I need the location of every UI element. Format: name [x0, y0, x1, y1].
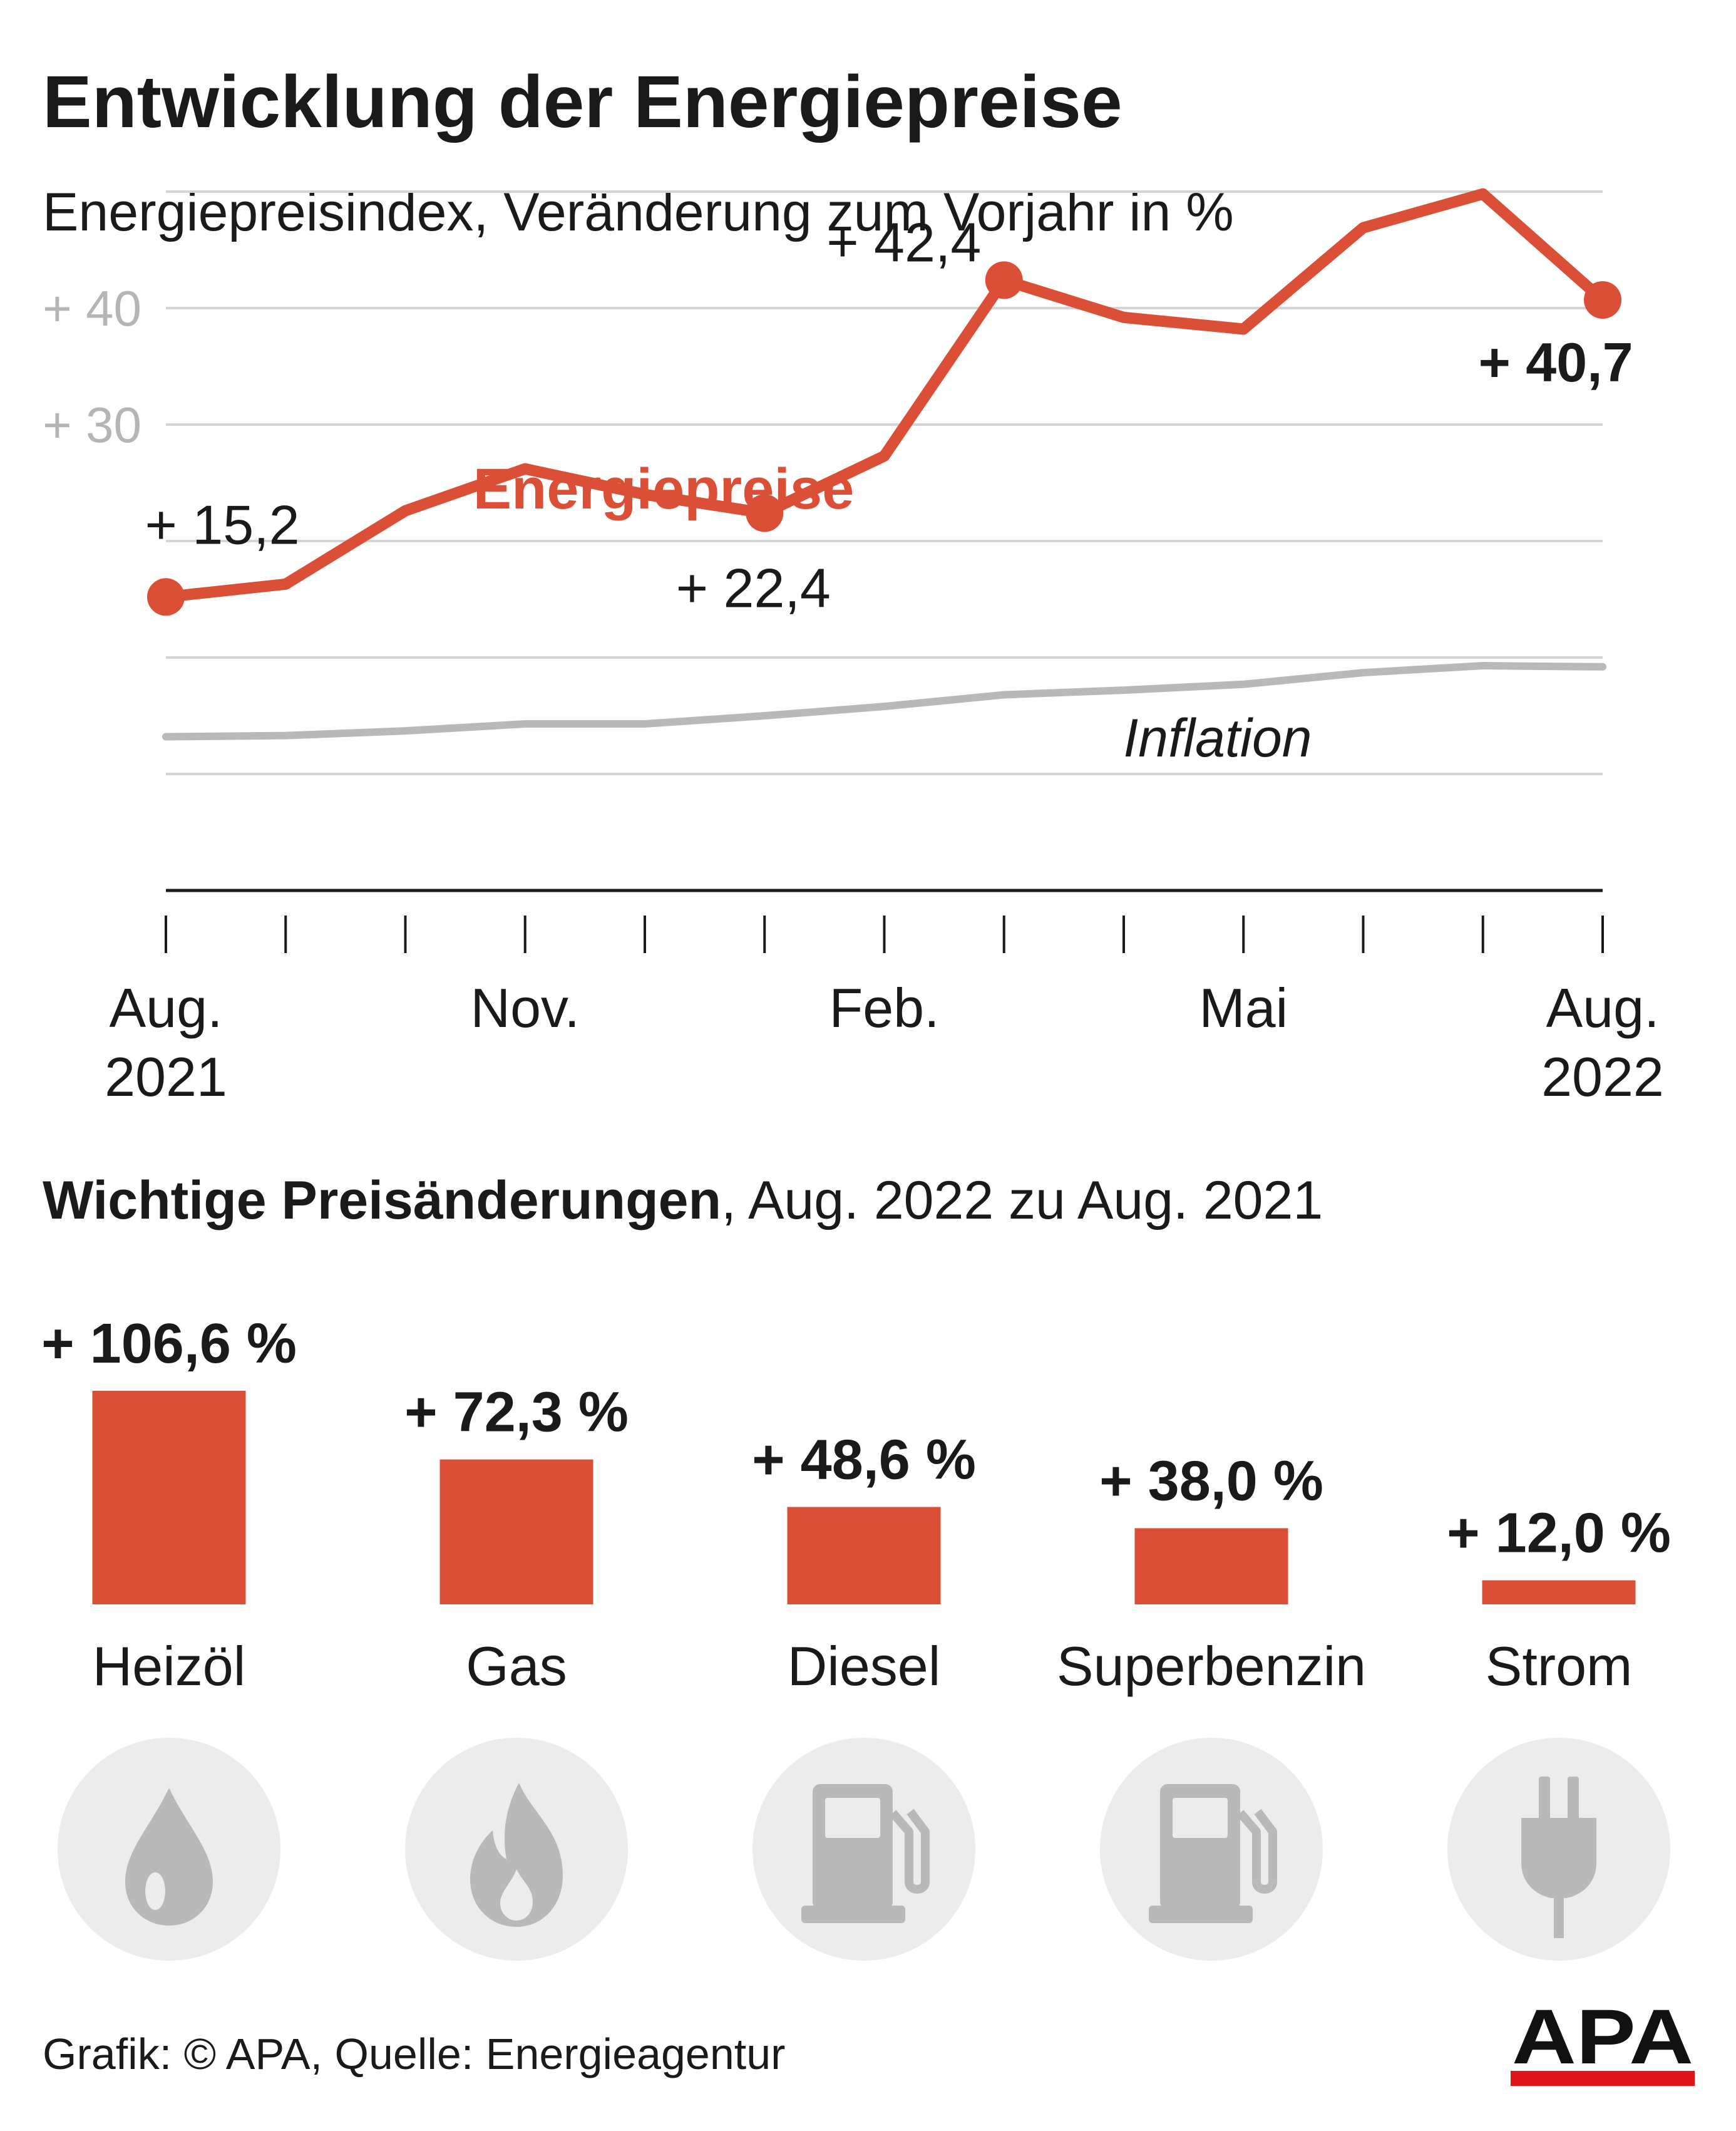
data-point-marker	[985, 261, 1023, 299]
y-tick-label: + 30	[43, 397, 141, 453]
bar-1	[92, 1390, 246, 1604]
y-tick-label: + 40	[43, 281, 141, 336]
line-chart: Aug. 2021 Nov. Feb. Mai Aug. 2022 + 40 + 30 Energ…	[43, 188, 1664, 1108]
bar-3	[787, 1507, 941, 1604]
bar-value-label: + 106,6 %	[41, 1313, 297, 1375]
bar-4	[1134, 1528, 1288, 1604]
chart-title: Entwicklung der Energiepreise	[43, 61, 1122, 143]
x-tick-label: Nov.	[471, 977, 580, 1039]
x-tick-label: Feb.	[829, 977, 939, 1039]
gas-flame-icon	[405, 1738, 628, 1961]
bar-chart-title-suffix: , Aug. 2022 zu Aug. 2021	[721, 1170, 1323, 1231]
series-label-energiepreise: Energiepreise	[473, 457, 855, 521]
series-line-inflation	[162, 662, 1606, 741]
data-label: + 22,4	[676, 557, 831, 619]
x-tick-label-year: 2021	[105, 1046, 227, 1108]
category-label: Superbenzin	[1056, 1635, 1367, 1697]
apa-logo-text: APA	[1512, 2001, 1693, 2080]
apa-logo: APA	[1511, 2001, 1695, 2086]
x-tick-label: Mai	[1199, 977, 1288, 1039]
x-tick-label-year: 2022	[1541, 1046, 1664, 1108]
data-label: + 42,4	[826, 211, 981, 273]
bar-value-label: + 72,3 %	[404, 1381, 629, 1444]
category-label: Diesel	[787, 1635, 941, 1697]
bar-value-label: + 38,0 %	[1099, 1450, 1323, 1512]
x-tick-label: Aug.	[1546, 977, 1659, 1039]
bar-value-label: + 48,6 %	[752, 1428, 976, 1491]
category-label: Gas	[466, 1635, 567, 1697]
series-label-inflation: Inflation	[1123, 708, 1312, 768]
category-label: Strom	[1485, 1635, 1633, 1697]
apa-logo-bar	[1511, 2071, 1695, 2086]
bar-chart: + 106,6 % + 72,3 % + 48,6 % + 38,0 % + 12,0 …	[41, 1313, 1671, 1604]
fuel-pump-icon	[752, 1738, 975, 1961]
series-line-energiepreise	[160, 188, 1608, 603]
fuel-pump-icon	[1100, 1738, 1323, 1961]
x-tick-label: Aug.	[109, 977, 222, 1039]
bar-value-label: + 12,0 %	[1447, 1502, 1671, 1565]
data-label: + 15,2	[145, 493, 299, 555]
bar-5	[1482, 1580, 1636, 1604]
data-point-marker	[746, 494, 784, 532]
data-label: + 40,7	[1478, 331, 1633, 393]
footer-source: Grafik: © APA, Quelle: Energieagentur	[43, 2030, 786, 2078]
bar-chart-title-bold: Wichtige Preisänderungen	[43, 1170, 721, 1231]
power-plug-icon	[1447, 1738, 1670, 1961]
oil-drop-icon	[58, 1738, 280, 1961]
bar-2	[439, 1459, 593, 1604]
data-point-marker	[1584, 281, 1621, 319]
category-label: Heizöl	[92, 1635, 246, 1697]
data-point-marker	[147, 578, 185, 616]
bar-chart-title: Wichtige Preisänderungen, Aug. 2022 zu A…	[43, 1170, 1323, 1232]
